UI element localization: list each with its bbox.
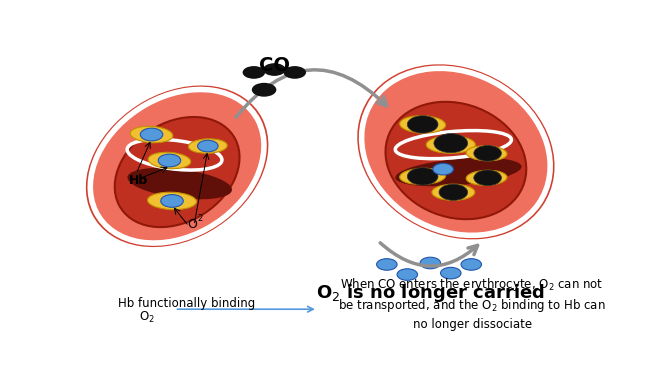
Ellipse shape <box>395 158 521 186</box>
Circle shape <box>407 116 438 133</box>
FancyArrowPatch shape <box>380 243 478 266</box>
Text: Hb: Hb <box>129 174 148 187</box>
Circle shape <box>433 164 453 175</box>
Ellipse shape <box>359 66 553 238</box>
Text: O: O <box>187 217 197 231</box>
Text: CO: CO <box>259 56 290 75</box>
Circle shape <box>407 168 438 185</box>
Circle shape <box>474 146 502 161</box>
Ellipse shape <box>466 146 507 161</box>
Circle shape <box>284 66 306 79</box>
Circle shape <box>161 195 183 207</box>
Text: When CO enters the erythrocyte, O$_2$ can not
be transported, and the O$_2$ bind: When CO enters the erythrocyte, O$_2$ ca… <box>338 276 606 332</box>
Ellipse shape <box>130 126 173 143</box>
Ellipse shape <box>188 139 227 153</box>
Circle shape <box>158 154 181 167</box>
Ellipse shape <box>400 116 446 133</box>
Circle shape <box>252 83 277 97</box>
Circle shape <box>439 184 468 200</box>
Circle shape <box>434 134 468 153</box>
Ellipse shape <box>400 168 446 184</box>
Ellipse shape <box>426 136 475 153</box>
Circle shape <box>243 66 265 79</box>
Text: 2: 2 <box>197 214 202 223</box>
Circle shape <box>397 269 418 280</box>
Ellipse shape <box>115 117 240 227</box>
Text: Hb functionally binding: Hb functionally binding <box>118 297 255 310</box>
Ellipse shape <box>88 87 267 245</box>
Circle shape <box>263 63 286 76</box>
Ellipse shape <box>466 170 507 185</box>
Ellipse shape <box>148 192 197 210</box>
Ellipse shape <box>432 184 475 200</box>
Circle shape <box>441 267 461 279</box>
Circle shape <box>420 257 441 269</box>
Text: O$_2$: O$_2$ <box>139 310 154 326</box>
Circle shape <box>197 140 218 152</box>
Circle shape <box>461 259 482 270</box>
Ellipse shape <box>385 102 526 219</box>
Ellipse shape <box>127 168 232 199</box>
Text: O$_2$ is no longer carried: O$_2$ is no longer carried <box>316 282 544 304</box>
Ellipse shape <box>148 152 191 169</box>
Circle shape <box>141 128 163 141</box>
Circle shape <box>377 259 397 270</box>
FancyArrowPatch shape <box>236 70 387 117</box>
Circle shape <box>474 170 502 186</box>
